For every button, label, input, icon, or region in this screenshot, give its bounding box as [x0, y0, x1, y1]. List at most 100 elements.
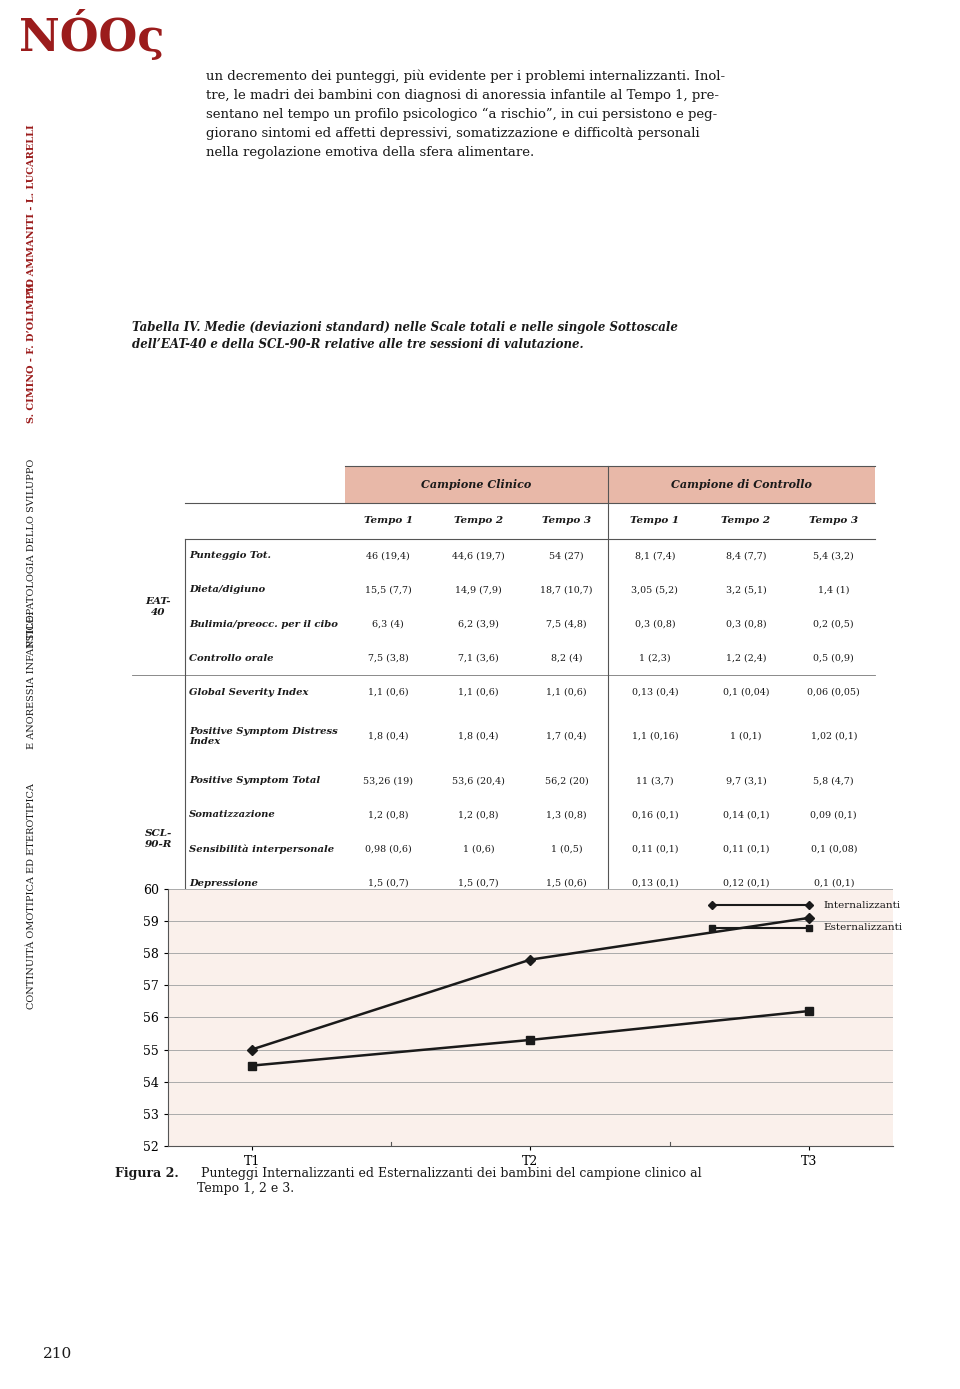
Text: 0,07 (0,1): 0,07 (0,1) — [810, 981, 857, 990]
Text: 0,1 (0,04): 0,1 (0,04) — [723, 688, 769, 697]
Text: 210: 210 — [43, 1347, 72, 1361]
Text: 1,1 (0,6): 1,1 (0,6) — [458, 688, 498, 697]
Text: 0,92 (0,6): 0,92 (0,6) — [365, 947, 412, 956]
Text: 54 (27): 54 (27) — [549, 551, 584, 560]
Text: Ostilià: Ostilià — [189, 947, 226, 956]
Text: 6,3 (4): 6,3 (4) — [372, 619, 404, 629]
Text: 0,13 (0,1): 0,13 (0,1) — [632, 879, 678, 888]
Text: 46 (19,4): 46 (19,4) — [367, 551, 410, 560]
Text: 0,8 (0,6): 0,8 (0,6) — [546, 947, 587, 956]
Text: 53,26 (19): 53,26 (19) — [363, 776, 413, 785]
Text: 0,1 (0,08): 0,1 (0,08) — [810, 845, 857, 853]
Text: 7,5 (3,8): 7,5 (3,8) — [368, 654, 409, 663]
Text: 1,8 (0,4): 1,8 (0,4) — [368, 732, 408, 740]
Text: 8,1 (7,4): 8,1 (7,4) — [635, 551, 675, 560]
Text: Somatizzazione: Somatizzazione — [189, 810, 276, 820]
Text: E ANORESSIA INFANTILE:: E ANORESSIA INFANTILE: — [27, 611, 36, 749]
Text: Esternalizzanti: Esternalizzanti — [823, 924, 902, 932]
Text: 0,11 (0,1): 0,11 (0,1) — [632, 845, 678, 853]
Text: NÓOς: NÓOς — [19, 10, 164, 60]
Text: 0,17 (0,14): 0,17 (0,14) — [629, 981, 682, 990]
Text: 7,5 (4,8): 7,5 (4,8) — [546, 619, 587, 629]
Text: 3,2 (5,1): 3,2 (5,1) — [726, 585, 766, 594]
Text: Internalizzanti: Internalizzanti — [823, 900, 900, 910]
Text: Tempo 1: Tempo 1 — [364, 517, 413, 525]
Text: Positive Symptom Distress
Index: Positive Symptom Distress Index — [189, 726, 338, 746]
Text: Tabella IV. Medie (deviazioni standard) nelle Scale totali e nelle singole Sotto: Tabella IV. Medie (deviazioni standard) … — [132, 321, 678, 351]
Text: Tempo 1: Tempo 1 — [631, 517, 680, 525]
Text: PSICOPATOLOGIA DELLO SVILUPPO: PSICOPATOLOGIA DELLO SVILUPPO — [27, 458, 36, 647]
Text: 1,2 (2,4): 1,2 (2,4) — [726, 654, 766, 663]
Text: 1,2 (0,8): 1,2 (0,8) — [368, 810, 408, 820]
Text: 1 (0,1): 1 (0,1) — [731, 732, 761, 740]
Text: Depressione: Depressione — [189, 879, 258, 888]
Text: 44,6 (19,7): 44,6 (19,7) — [452, 551, 505, 560]
Text: 1 (0,6): 1 (0,6) — [463, 845, 494, 853]
Text: 0,9 (0,6): 0,9 (0,6) — [458, 947, 499, 956]
Text: 0,2 (0,5): 0,2 (0,5) — [813, 619, 854, 629]
Text: 0,06 (0,1): 0,06 (0,1) — [810, 947, 857, 956]
Text: 1 (0,5): 1 (0,5) — [551, 845, 583, 853]
Text: 53,6 (20,4): 53,6 (20,4) — [452, 776, 505, 785]
Text: 1,01 (0,8): 1,01 (0,8) — [455, 981, 502, 990]
Text: Tempo 3: Tempo 3 — [809, 517, 858, 525]
Text: 1,1 (0,6): 1,1 (0,6) — [368, 688, 408, 697]
Text: 1,5 (0,7): 1,5 (0,7) — [368, 879, 408, 888]
Text: 0,15 (0,1): 0,15 (0,1) — [723, 981, 769, 990]
Text: Campione di Controllo: Campione di Controllo — [671, 479, 811, 490]
Text: 0,13 (0,4): 0,13 (0,4) — [632, 688, 678, 697]
Text: 1,8 (0,4): 1,8 (0,4) — [458, 732, 498, 740]
Text: 5,8 (4,7): 5,8 (4,7) — [813, 776, 854, 785]
Bar — [608, 467, 876, 503]
Text: 0,1 (0,1): 0,1 (0,1) — [726, 913, 766, 922]
Text: 56,2 (20): 56,2 (20) — [544, 776, 588, 785]
Text: Figura 2.: Figura 2. — [115, 1167, 179, 1179]
Text: Sensibilità interpersonale: Sensibilità interpersonale — [189, 845, 334, 854]
Text: 1,14 (0,8): 1,14 (0,8) — [365, 913, 412, 922]
Text: Campione Clinico: Campione Clinico — [421, 479, 532, 490]
Text: 1 (2,3): 1 (2,3) — [639, 654, 671, 663]
Text: 14,9 (7,9): 14,9 (7,9) — [455, 585, 502, 594]
Text: 1,5 (0,7): 1,5 (0,7) — [458, 879, 498, 888]
Text: 0,14 (0,1): 0,14 (0,1) — [723, 810, 769, 820]
Text: Bulimia/preocc. per il cibo: Bulimia/preocc. per il cibo — [189, 619, 338, 629]
Text: 7,1 (3,6): 7,1 (3,6) — [458, 654, 499, 663]
Text: 1,1 (0,7): 1,1 (0,7) — [458, 913, 498, 922]
Text: 0,16 (0,1): 0,16 (0,1) — [632, 810, 678, 820]
Text: 1,02 (0,1): 1,02 (0,1) — [810, 732, 857, 740]
Text: SCL-
90-R: SCL- 90-R — [145, 829, 172, 849]
Text: un decremento dei punteggi, più evidente per i problemi internalizzanti. Inol-
t: un decremento dei punteggi, più evidente… — [206, 69, 726, 160]
Text: 0,5 (0,9): 0,5 (0,9) — [813, 654, 854, 663]
Text: 9,7 (3,1): 9,7 (3,1) — [726, 776, 766, 785]
Text: Ansia: Ansia — [189, 913, 220, 922]
Text: 0,13 (0,2): 0,13 (0,2) — [632, 947, 678, 956]
Text: 0,1 (0,2): 0,1 (0,2) — [726, 947, 766, 956]
Text: 1,3 (0,8): 1,3 (0,8) — [546, 810, 587, 820]
Text: 1,1 (0,16): 1,1 (0,16) — [632, 732, 678, 740]
Text: 1,5 (0,6): 1,5 (0,6) — [546, 879, 587, 888]
Text: 0,3 (0,8): 0,3 (0,8) — [726, 619, 766, 629]
Text: Global Severity Index: Global Severity Index — [189, 688, 308, 697]
Text: Tempo 2: Tempo 2 — [454, 517, 503, 525]
Text: EAT-
40: EAT- 40 — [146, 597, 171, 617]
Text: CONTINUITÀ OMOTIPICA ED ETEROTIPICA: CONTINUITÀ OMOTIPICA ED ETEROTIPICA — [27, 783, 36, 1010]
Text: 3,05 (5,2): 3,05 (5,2) — [632, 585, 679, 594]
Text: 8,4 (7,7): 8,4 (7,7) — [726, 551, 766, 560]
Text: Positive Symptom Total: Positive Symptom Total — [189, 776, 321, 785]
Bar — [345, 467, 608, 503]
Text: 1,2 (0,8): 1,2 (0,8) — [458, 810, 498, 820]
Text: 15,5 (7,7): 15,5 (7,7) — [365, 585, 412, 594]
Text: 18,7 (10,7): 18,7 (10,7) — [540, 585, 593, 594]
Text: 0,12 (0,1): 0,12 (0,1) — [723, 879, 769, 888]
Text: Tempo 3: Tempo 3 — [542, 517, 591, 525]
Text: Tempo 2: Tempo 2 — [721, 517, 771, 525]
Text: 0,98 (0,6): 0,98 (0,6) — [365, 845, 412, 853]
Text: 11 (3,7): 11 (3,7) — [636, 776, 674, 785]
Text: 1,00 (0,78): 1,00 (0,78) — [362, 981, 415, 990]
Text: 1,05 (0,7): 1,05 (0,7) — [543, 981, 590, 990]
Text: 0,11 (0,1): 0,11 (0,1) — [723, 845, 769, 853]
Text: 1,7 (0,4): 1,7 (0,4) — [546, 732, 587, 740]
Text: 0,1 (0,1): 0,1 (0,1) — [813, 913, 854, 922]
Text: 0,06 (0,05): 0,06 (0,05) — [807, 688, 860, 697]
Text: 1,1 (0,7): 1,1 (0,7) — [546, 913, 587, 922]
